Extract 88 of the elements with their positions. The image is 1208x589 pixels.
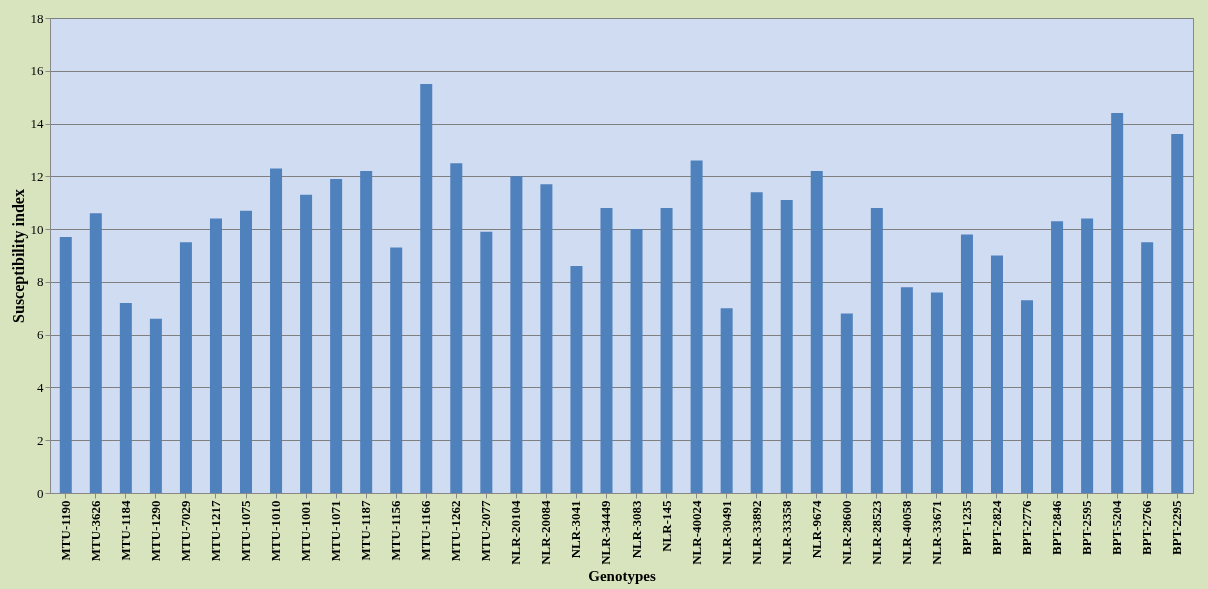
bar xyxy=(810,171,823,493)
y-tick-label: 0 xyxy=(37,485,44,501)
y-tick-label: 18 xyxy=(30,10,44,26)
bar xyxy=(149,318,162,493)
bar xyxy=(119,303,132,493)
x-tick-label: NLR-20084 xyxy=(538,500,554,565)
x-tick-label: MTU-1075 xyxy=(238,500,254,562)
bar xyxy=(390,247,403,493)
bar xyxy=(600,208,613,493)
x-tick-label: BPT-2766 xyxy=(1139,500,1155,555)
y-tick-label: 12 xyxy=(30,168,44,184)
x-tick-label: NLR-30491 xyxy=(718,500,734,565)
bar xyxy=(1111,113,1124,493)
x-tick-label: NLR-145 xyxy=(658,500,674,552)
x-tick-label: MTU-1001 xyxy=(298,500,314,562)
x-tick-label: MTU-1190 xyxy=(57,500,73,561)
x-tick-label: BPT-2824 xyxy=(988,500,1004,555)
x-tick-label: MTU-7029 xyxy=(177,500,193,562)
bar xyxy=(570,266,583,493)
bar xyxy=(270,168,283,493)
x-tick-label: NLR-40058 xyxy=(898,500,914,565)
x-tick-label: MTU-1187 xyxy=(358,500,374,561)
x-tick-label: NLR-20104 xyxy=(508,500,524,565)
bar xyxy=(330,178,343,493)
x-tick-label: NLR-34449 xyxy=(598,500,614,565)
bar xyxy=(750,192,763,493)
x-tick-label: BPT-2846 xyxy=(1049,500,1065,555)
bar xyxy=(1141,242,1154,493)
x-tick-label: MTU-1290 xyxy=(147,500,163,562)
x-tick-label: MTU-1217 xyxy=(207,500,223,562)
bar xyxy=(360,171,373,493)
bar xyxy=(930,292,943,493)
x-tick-label: BPT-1235 xyxy=(958,500,974,555)
bar xyxy=(690,160,703,493)
bar xyxy=(720,308,733,493)
bar xyxy=(420,83,433,493)
x-tick-label: NLR-28600 xyxy=(838,500,854,565)
bar xyxy=(990,255,1003,493)
x-tick-label: MTU-1010 xyxy=(268,500,284,562)
bar xyxy=(240,210,253,493)
bar xyxy=(960,234,973,493)
x-tick-label: NLR-28523 xyxy=(868,500,884,565)
bar xyxy=(540,184,553,493)
bar xyxy=(660,208,673,493)
x-tick-label: MTU-1156 xyxy=(388,500,404,561)
bar xyxy=(450,163,463,493)
bar xyxy=(1171,134,1184,493)
bar xyxy=(1021,300,1034,493)
bar xyxy=(510,176,523,493)
y-tick-label: 4 xyxy=(37,379,44,395)
bar xyxy=(840,313,853,493)
x-tick-label: BPT-5204 xyxy=(1109,500,1125,555)
x-tick-label: NLR-3083 xyxy=(628,500,644,559)
y-tick-label: 14 xyxy=(30,116,44,132)
bar xyxy=(209,218,222,493)
x-tick-label: NLR-9674 xyxy=(808,500,824,559)
bar xyxy=(870,208,883,493)
y-tick-label: 16 xyxy=(30,63,44,79)
x-tick-label: MTU-1262 xyxy=(448,500,464,562)
y-tick-label: 10 xyxy=(30,221,44,237)
y-tick-label: 2 xyxy=(37,432,44,448)
x-tick-label: MTU-1071 xyxy=(328,500,344,562)
y-axis-title: Susceptibility index xyxy=(9,189,28,323)
bar xyxy=(480,231,493,493)
bar xyxy=(900,287,913,493)
x-tick-label: MTU-3626 xyxy=(87,500,103,562)
x-tick-label: NLR-40024 xyxy=(688,500,704,565)
x-tick-label: NLR-3041 xyxy=(568,500,584,559)
x-tick-label: NLR-33892 xyxy=(748,500,764,565)
y-tick-label: 8 xyxy=(37,274,44,290)
x-tick-label: NLR-33671 xyxy=(928,500,944,565)
bar xyxy=(179,242,192,493)
bar xyxy=(89,213,102,493)
x-tick-label: MTU-1166 xyxy=(418,500,434,561)
bar xyxy=(780,200,793,493)
x-axis-title: Genotypes xyxy=(588,567,656,584)
bar xyxy=(1051,221,1064,493)
x-tick-label: MTU-2077 xyxy=(478,500,494,562)
x-tick-label: MTU-1184 xyxy=(117,500,133,561)
x-tick-label: BPT-2776 xyxy=(1019,500,1035,555)
bar xyxy=(630,229,643,493)
bar xyxy=(59,237,72,493)
x-tick-label: BPT-2295 xyxy=(1169,500,1185,555)
y-tick-label: 6 xyxy=(37,327,44,343)
bar xyxy=(1081,218,1094,493)
x-tick-label: BPT-2595 xyxy=(1079,500,1095,555)
bar xyxy=(300,194,313,493)
x-tick-label: NLR-33358 xyxy=(778,500,794,565)
